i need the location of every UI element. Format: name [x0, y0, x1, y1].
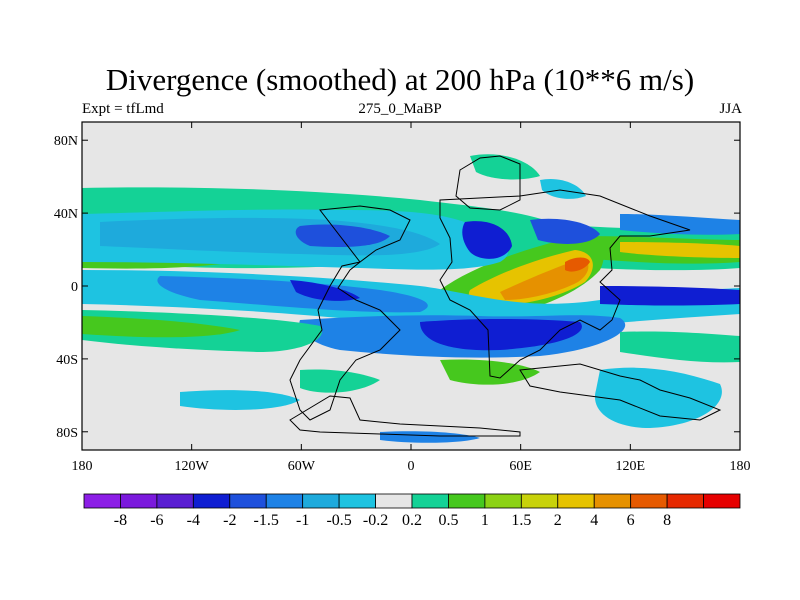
coastline-greenland: [455, 155, 521, 211]
lon-label: 180: [72, 459, 93, 474]
plot-title: Divergence (smoothed) at 200 hPa (10**6 …: [105, 62, 695, 97]
colorbar-swatch: [703, 493, 741, 509]
divergence-field: [82, 122, 740, 450]
negative-south-3: [380, 431, 480, 443]
negative-south-2: [180, 390, 300, 410]
lat-label: 40S: [56, 353, 78, 368]
experiment-label: Expt = tfLmd: [82, 101, 164, 117]
lon-label: 120W: [175, 459, 210, 474]
colorbar-swatch: [375, 493, 413, 509]
colorbar-swatch: [557, 493, 595, 509]
lat-label: 80N: [54, 134, 78, 149]
negative-core-asia: [530, 218, 600, 244]
colorbar-label: 6: [627, 512, 635, 529]
colorbar-swatch: [630, 493, 668, 509]
negative-band-equator-2: [157, 276, 428, 313]
latitude-axis: 80N 40N 0 40S 80S: [54, 134, 740, 441]
positive-core-asia-2: [620, 242, 740, 258]
lat-label: 80S: [56, 426, 78, 441]
lon-label: 180: [730, 459, 751, 474]
colorbar-label: 0.5: [438, 512, 458, 529]
positive-arctic: [470, 154, 540, 180]
colorbar-label: -2: [223, 512, 236, 529]
colorbar-swatch: [411, 493, 449, 509]
negative-south-pacific: [594, 367, 722, 428]
positive-tongue-africa-2: [468, 250, 593, 306]
colorbar-swatch: [265, 493, 304, 509]
colorbar-swatch: [593, 493, 632, 509]
colorbar-swatch: [192, 493, 231, 509]
positive-band-south-3: [620, 331, 740, 363]
colorbar-swatch: [229, 493, 267, 509]
colorbar-label: 1: [481, 512, 489, 529]
colorbar-swatch: [666, 493, 704, 509]
negative-band-pacific: [600, 286, 740, 306]
lat-label: 40N: [54, 207, 78, 222]
lon-label: 60W: [288, 459, 316, 474]
colorbar-label: -0.5: [326, 512, 351, 529]
colorbar-swatch: [156, 493, 194, 509]
colorbar-label: -0.2: [363, 512, 388, 529]
colorbar-label: 1.5: [511, 512, 531, 529]
lon-label: 120E: [616, 459, 646, 474]
negative-core-pacific: [620, 214, 740, 235]
coastline-americas: [289, 205, 411, 421]
colorbar-label: 4: [590, 512, 598, 529]
colorbar-swatch: [83, 493, 121, 509]
colorbar-swatch: [484, 493, 522, 509]
lon-label: 60E: [509, 459, 532, 474]
lon-label: 0: [408, 459, 415, 474]
negative-band-south-2: [420, 319, 582, 351]
lat-label: 0: [71, 280, 78, 295]
negative-band-north-3: [295, 224, 390, 247]
negative-band-equator-3: [290, 280, 360, 301]
colorbar-label: 8: [663, 512, 671, 529]
colorbar-swatch: [520, 493, 559, 509]
negative-arctic: [540, 178, 586, 199]
colorbar-label: -6: [150, 512, 163, 529]
positive-tongue-africa-4: [565, 257, 590, 272]
colorbar-label: -4: [187, 512, 200, 529]
run-label: 275_0_MaBP: [358, 101, 442, 117]
season-label: JJA: [719, 101, 742, 117]
colorbar-swatch: [302, 493, 340, 509]
negative-core-tibet: [462, 221, 512, 259]
longitude-axis: 180 120W 60W 0 60E 120E 180: [72, 122, 751, 474]
colorbar-swatch: [120, 493, 158, 509]
coastline-australia: [519, 363, 722, 421]
coastline-africa-eurasia: [439, 189, 691, 379]
colorbar-swatch: [448, 493, 486, 509]
coastline-antarctica: [289, 395, 521, 437]
colorbar-label: -1: [296, 512, 309, 529]
colorbar-label: 0.2: [402, 512, 422, 529]
continent-outlines: [289, 155, 722, 437]
colorbar-label: -8: [114, 512, 127, 529]
colorbar-label: -1.5: [254, 512, 279, 529]
colorbar-swatch: [338, 493, 376, 509]
positive-band-south-2: [82, 316, 240, 338]
colorbar: -8 -6 -4 -2 -1.5 -1 -0.5 -0.2 0.2 0.5 1 1.5 2 4 6 8: [83, 493, 741, 529]
colorbar-label: 2: [554, 512, 562, 529]
